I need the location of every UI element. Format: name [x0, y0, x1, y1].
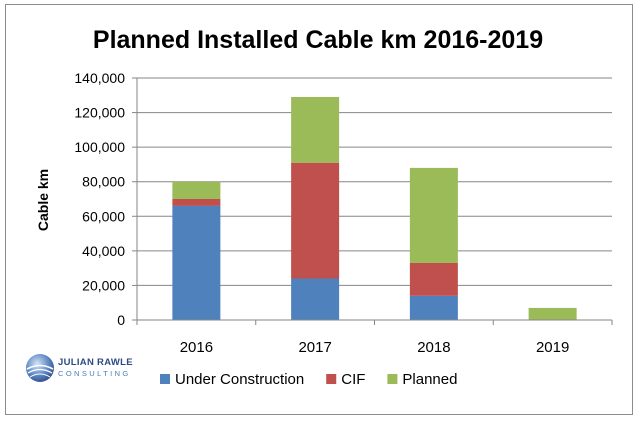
legend-swatch	[387, 374, 398, 384]
legend-label: Planned	[402, 371, 457, 388]
bar-segment	[409, 295, 458, 320]
logo-text-subtitle: CONSULTING	[58, 369, 131, 378]
logo-text-name: JULIAN RAWLE	[58, 357, 133, 368]
y-tick-labels: 0 20,000 40,000 60,000 80,000 100,000 120,000 1…	[74, 70, 125, 328]
y-tick-label: 20,000	[82, 277, 125, 293]
x-tick-label: 2019	[536, 339, 569, 356]
logo-globe-icon	[26, 354, 54, 382]
company-logo: JULIAN RAWLE CONSULTING	[24, 352, 134, 386]
x-tick-label: 2018	[417, 339, 450, 356]
y-axis-label: Cable km	[35, 169, 51, 231]
legend-swatch	[326, 374, 337, 384]
bar-segment	[409, 167, 458, 263]
bar-segment	[291, 162, 340, 279]
legend-label: CIF	[341, 371, 365, 388]
bar-segment	[291, 278, 340, 320]
y-tick-label: 120,000	[74, 105, 125, 121]
y-tick-label: 100,000	[74, 139, 125, 155]
bar-segment	[172, 199, 221, 206]
bar-segment	[172, 205, 221, 320]
y-tick-label: 140,000	[74, 70, 125, 86]
x-tick-label: 2017	[298, 339, 331, 356]
bar-segment	[291, 97, 340, 163]
bars	[172, 97, 577, 320]
y-tick-label: 40,000	[82, 243, 125, 259]
axes	[136, 78, 613, 325]
bar-segment	[409, 262, 458, 296]
bar-segment	[528, 307, 577, 320]
y-tick-label: 0	[117, 312, 125, 328]
y-tick-label: 80,000	[82, 174, 125, 190]
chart-title: Planned Installed Cable km 2016-2019	[93, 26, 543, 54]
y-tick-label: 60,000	[82, 208, 125, 224]
legend-label: Under Construction	[175, 371, 304, 388]
legend: Under Construction CIF Planned	[160, 371, 457, 388]
x-tick-labels: 2016 2017 2018 2019	[180, 339, 570, 356]
legend-swatch	[160, 374, 170, 384]
x-tick-label: 2016	[180, 339, 213, 356]
bar-segment	[172, 181, 221, 199]
